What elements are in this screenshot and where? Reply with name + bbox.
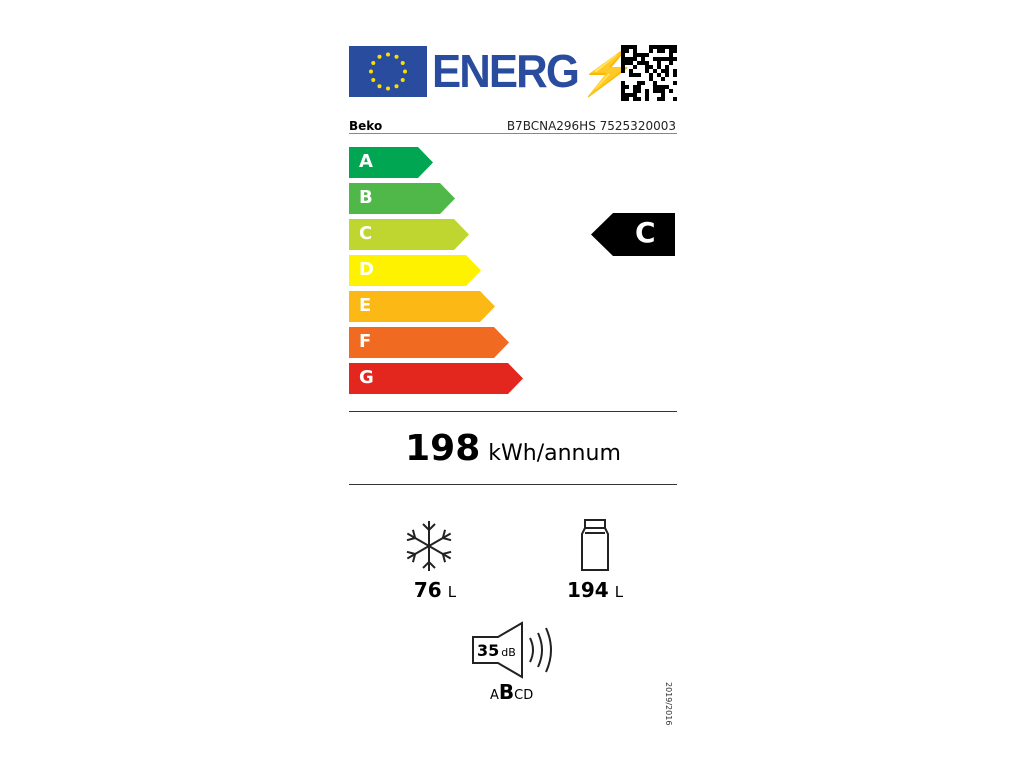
star-icon	[400, 78, 405, 82]
divider	[349, 411, 677, 412]
energy-class-bar-f: F	[349, 327, 509, 358]
energy-class-bar-e: E	[349, 291, 495, 322]
energy-title: ENERG⚡	[432, 45, 632, 97]
divider	[349, 484, 677, 485]
energy-class-bar-a: A	[349, 147, 433, 178]
energy-class: C	[635, 216, 656, 249]
star-icon	[386, 86, 390, 91]
star-icon	[371, 61, 376, 65]
eu-flag	[349, 46, 427, 97]
divider	[349, 133, 677, 134]
fridge-volume: 194 L	[566, 578, 624, 602]
star-icon	[394, 84, 399, 89]
star-icon	[377, 84, 382, 89]
star-icon	[394, 54, 399, 59]
freezer-volume: 76 L	[413, 578, 457, 602]
energy-class-bar-b: B	[349, 183, 455, 214]
noise-level: 35 dB	[477, 641, 516, 660]
star-icon	[400, 61, 405, 65]
energy-class-bar-d: D	[349, 255, 481, 286]
star-icon	[369, 69, 373, 74]
eu-stars-icon	[369, 52, 407, 91]
speaker-icon	[472, 621, 552, 679]
noise-class-scale: ABCD	[490, 680, 534, 704]
star-icon	[377, 54, 382, 59]
model-number: B7BCNA296HS 7525320003	[506, 119, 676, 133]
star-icon	[386, 52, 390, 57]
brand: Beko	[349, 119, 383, 133]
energy-class-indicator	[591, 213, 675, 256]
energy-class-bar-g: G	[349, 363, 523, 394]
star-icon	[403, 69, 407, 74]
energy-consumption: 198 kWh/annum	[405, 428, 621, 469]
qr-code-icon	[621, 45, 677, 101]
fridge-icon	[581, 519, 609, 571]
star-icon	[371, 78, 376, 82]
snowflake-icon	[405, 521, 453, 572]
energy-class-bar-c: C	[349, 219, 469, 250]
regulation-number: 2019/2016	[664, 682, 673, 726]
